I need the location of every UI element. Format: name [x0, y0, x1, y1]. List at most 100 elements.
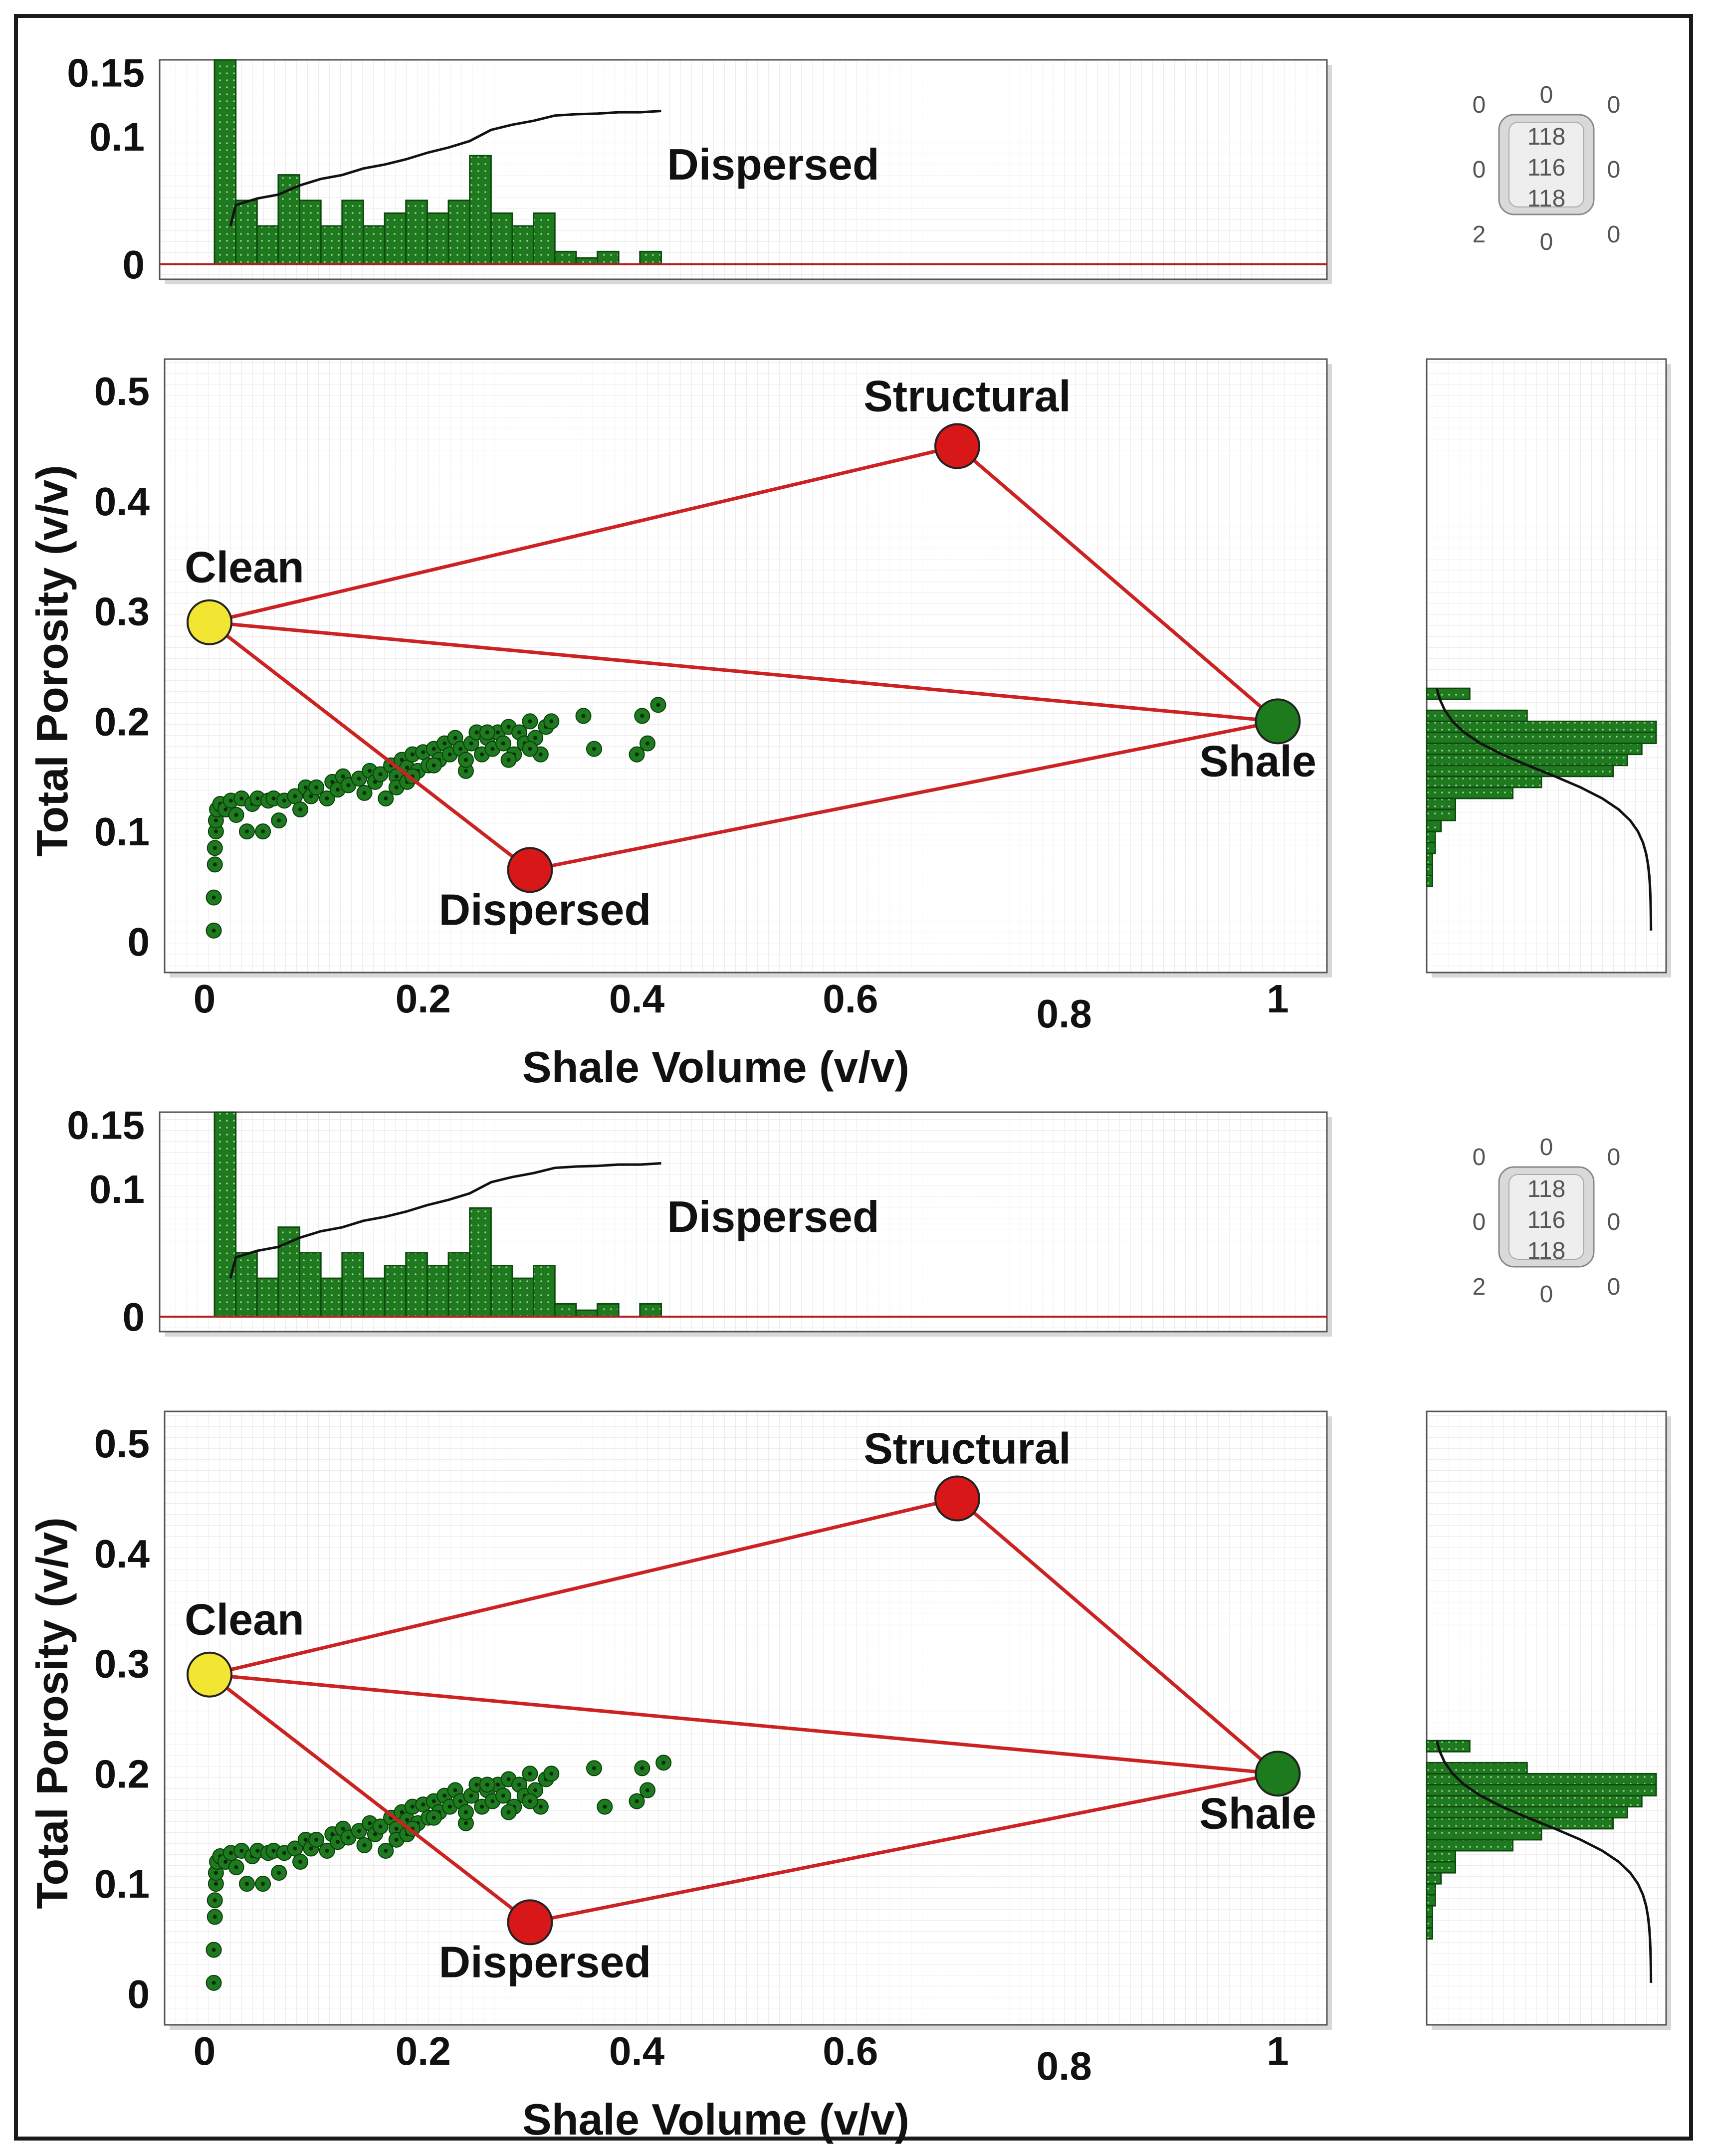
- top-histogram-bar: [256, 1277, 279, 1318]
- top-histogram-label: Dispersed: [667, 140, 879, 189]
- model-line: [209, 1673, 1278, 1775]
- right-histogram-bar: [1426, 1905, 1433, 1918]
- top-histogram-bar: [447, 199, 471, 265]
- hist-y-tick-label: 0.15: [67, 51, 145, 95]
- right-cumulative-curve: [1435, 688, 1653, 931]
- y-tick-label: 0.3: [94, 1642, 150, 1686]
- right-histogram-bar: [1426, 1839, 1513, 1852]
- top-histogram-bar: [277, 174, 301, 265]
- widget-count: 0: [1607, 221, 1621, 248]
- right-histogram-bar: [1426, 731, 1657, 745]
- right-histogram-bar: [1426, 852, 1433, 865]
- top-histogram-bar: [384, 212, 407, 265]
- right-histogram-bar: [1426, 797, 1456, 810]
- top-histogram-bar: [490, 1265, 513, 1318]
- y-tick-label: 0.5: [94, 369, 150, 413]
- right-histogram-bar: [1426, 1894, 1436, 1907]
- right-histogram-bar: [1426, 1828, 1542, 1841]
- top-histogram-bar: [469, 1207, 492, 1318]
- right-histogram-bar: [1426, 1861, 1456, 1874]
- endpoint-label: Clean: [185, 543, 304, 592]
- top-histogram-bar: [533, 1265, 556, 1318]
- top-histogram-bar: [362, 1277, 386, 1318]
- top-histogram-bar: [214, 59, 237, 265]
- widget-count: 0: [1540, 1134, 1553, 1161]
- widget-center-value: 118: [1527, 124, 1566, 150]
- top-histogram-bar: [299, 1252, 322, 1318]
- top-histogram-bar: [235, 1252, 258, 1318]
- top-histogram-bar: [299, 199, 322, 265]
- endpoint-dispersed: [507, 1899, 553, 1946]
- model-line: [956, 444, 1279, 723]
- y-tick-label: 0.2: [94, 699, 150, 744]
- widget-center-value: 116: [1527, 155, 1566, 181]
- hist-y-tick-label: 0: [123, 1295, 145, 1339]
- right-histogram-bar: [1426, 1762, 1528, 1774]
- endpoint-label: Dispersed: [439, 1937, 651, 1986]
- right-histogram-bar: [1426, 1740, 1471, 1753]
- top-histogram-label: Dispersed: [667, 1192, 879, 1241]
- widget-count: 2: [1473, 1274, 1486, 1300]
- top-histogram-bar: [277, 1226, 301, 1318]
- widget-count: 0: [1473, 92, 1486, 118]
- right-histogram-bar: [1426, 830, 1436, 843]
- endpoint-label: Shale: [1199, 736, 1316, 785]
- widget-count: 0: [1473, 1144, 1486, 1171]
- model-line: [208, 1673, 531, 1924]
- right-histogram-bar: [1426, 1927, 1433, 1940]
- top-histogram-bar: [384, 1265, 407, 1318]
- model-line: [529, 1771, 1279, 1924]
- right-histogram-bar: [1426, 1817, 1614, 1830]
- top-histogram-bar: [554, 1303, 577, 1318]
- top-histogram-bar: [639, 250, 662, 265]
- y-tick-label: 0.4: [94, 1532, 150, 1576]
- right-histogram-bar: [1426, 765, 1614, 778]
- top-histogram-bar: [469, 155, 492, 265]
- right-histogram-bar: [1426, 841, 1436, 854]
- top-histogram-bar: [511, 225, 535, 265]
- widget-count: 0: [1607, 1274, 1621, 1300]
- hist-y-tick-label: 0.15: [67, 1103, 145, 1148]
- top-histogram-bar: [362, 225, 386, 265]
- top-histogram-bar: [511, 1277, 535, 1318]
- x-tick-label: 1: [1267, 2029, 1289, 2073]
- model-line: [529, 719, 1279, 872]
- x-tick-label: 0.4: [609, 977, 665, 1021]
- top-histogram-bar: [597, 1303, 620, 1318]
- y-tick-label: 0.4: [94, 479, 150, 524]
- top-histogram-bar: [426, 212, 449, 265]
- model-line: [209, 444, 958, 624]
- plot-area: [164, 1410, 1328, 2026]
- right-histogram-bar: [1426, 1783, 1657, 1797]
- widget-count: 0: [1540, 82, 1553, 108]
- widget-count: 0: [1540, 1281, 1553, 1308]
- top-histogram-bar: [554, 250, 577, 265]
- right-histogram-bar: [1426, 1883, 1436, 1896]
- top-histogram-bar: [405, 1252, 428, 1318]
- right-histogram-bar: [1426, 1795, 1643, 1808]
- right-histogram-bar: [1426, 874, 1433, 888]
- lower-panel: 0 0.2 0.4 0.6 0.8 1 0 0.1 0.2 0.3 0.4 0.5 Shale Volu…: [27, 1103, 1671, 2144]
- widget-center-value: 116: [1527, 1207, 1566, 1233]
- y-tick-label: 0.1: [94, 809, 150, 854]
- top-histogram-bar: [320, 1277, 343, 1318]
- plot-area: [164, 358, 1328, 974]
- top-histogram-bar: [426, 1265, 449, 1318]
- y-axis-title: Total Porosity (v/v): [27, 465, 77, 857]
- x-tick-label: 0.2: [396, 977, 451, 1021]
- endpoint-label: Dispersed: [439, 885, 651, 934]
- endpoint-label: Shale: [1199, 1788, 1316, 1838]
- x-tick-label: 0.6: [823, 2029, 878, 2073]
- widget-center-value: 118: [1527, 186, 1566, 212]
- top-histogram-bar: [597, 250, 620, 265]
- widget-count: 0: [1540, 229, 1553, 255]
- widget-count: 0: [1607, 1144, 1621, 1171]
- endpoint-structural: [934, 423, 981, 469]
- hist-y-tick-label: 0.1: [89, 1167, 145, 1211]
- widget-count: 0: [1607, 157, 1621, 183]
- hist-y-tick-label: 0: [123, 242, 145, 287]
- endpoint-clean: [187, 1651, 232, 1698]
- top-histogram-bar: [447, 1252, 471, 1318]
- x-tick-label: 0.2: [396, 2029, 451, 2073]
- y-axis-title: Total Porosity (v/v): [27, 1517, 77, 1909]
